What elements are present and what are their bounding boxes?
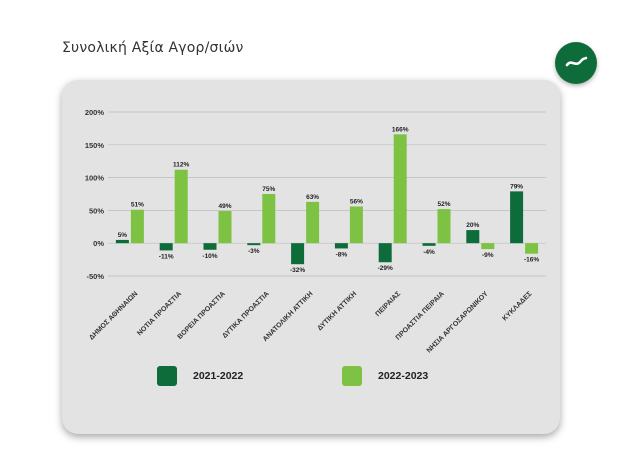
data-label-2021-2022-1: -11% [159, 253, 174, 260]
x-tick-label: ΚΥΚΛΑΔΕΣ [501, 290, 533, 322]
bar-2021-2022-1 [159, 243, 173, 251]
y-tick-label: 50% [89, 206, 104, 215]
data-label-2022-2023-6: 166% [392, 126, 409, 133]
bar-2022-2023-9 [525, 243, 539, 254]
x-tick-label: ΔΥΤΙΚΗ ΑΤΤΙΚΗ [316, 290, 358, 332]
bar-2021-2022-0 [115, 239, 129, 244]
data-label-2022-2023-9: -16% [524, 257, 539, 264]
page-title: Συνολική Αξία Αγορ/σιών [62, 40, 244, 56]
x-tick-label: ΔΥΤΙΚΑ ΠΡΟΑΣΤΙΑ [221, 290, 270, 339]
data-label-2021-2022-0: 5% [118, 232, 128, 239]
x-tick-label: ΑΝΑΤΟΛΙΚΗ ΑΤΤΙΚΗ [262, 290, 315, 343]
bar-2021-2022-3 [247, 243, 261, 246]
bar-2022-2023-1 [174, 169, 188, 244]
data-label-2021-2022-7: -4% [423, 249, 435, 256]
data-label-2021-2022-9: 79% [510, 183, 523, 190]
bar-2021-2022-6 [378, 243, 392, 263]
x-tick-label: ΠΕΙΡΑΙΑΣ [374, 290, 402, 318]
data-label-2021-2022-4: -32% [290, 267, 305, 274]
x-tick-label: ΒΟΡΕΙΑ ΠΡΟΑΣΤΙΑ [176, 290, 226, 340]
data-label-2022-2023-0: 51% [131, 202, 144, 209]
wave-logo-icon [555, 42, 597, 84]
x-tick-label: ΝΟΤΙΑ ΠΡΟΑΣΤΙΑ [136, 290, 183, 337]
bar-2021-2022-2 [203, 243, 217, 250]
x-tick-label: ΠΡΟΑΣΤΙΑ ΠΕΙΡΑΙΑ [395, 290, 446, 341]
bar-2022-2023-7 [437, 209, 451, 244]
bar-2022-2023-8 [481, 243, 495, 250]
bar-2022-2023-2 [218, 211, 232, 244]
bar-2022-2023-4 [306, 201, 320, 244]
data-label-2021-2022-3: -3% [248, 248, 260, 255]
y-tick-label: 200% [85, 108, 105, 117]
x-tick-label: ΔΗΜΟΣ ΑΘΗΝΑΙΩΝ [88, 290, 139, 341]
y-tick-label: 150% [85, 141, 105, 150]
data-label-2022-2023-8: -9% [482, 252, 494, 259]
bar-2021-2022-8 [466, 230, 480, 244]
chart-card: 200% 150% 100% 50% 0% -50% 5% 51% ΔΗΜΟΣ ΑΘΗΝΑΙΩΝ… [62, 80, 560, 434]
bar-chart: 200% 150% 100% 50% 0% -50% 5% 51% ΔΗΜΟΣ ΑΘΗΝΑΙΩΝ… [85, 108, 546, 355]
bar-2022-2023-3 [262, 194, 276, 244]
y-tick-label: 100% [85, 174, 105, 183]
y-tick-label: 0% [93, 239, 104, 248]
data-label-2022-2023-4: 63% [306, 194, 319, 201]
data-label-2022-2023-7: 52% [437, 201, 450, 208]
bar-2021-2022-7 [422, 243, 436, 246]
data-label-2022-2023-5: 56% [350, 198, 363, 205]
data-label-2022-2023-3: 75% [262, 186, 275, 193]
bar-2021-2022-9 [510, 191, 524, 244]
bar-2022-2023-6 [393, 134, 407, 244]
bar-2021-2022-5 [334, 243, 348, 249]
data-label-2022-2023-1: 112% [173, 162, 189, 169]
data-label-2021-2022-5: -8% [336, 251, 348, 258]
bar-2022-2023-5 [349, 206, 363, 244]
data-label-2021-2022-6: -29% [378, 265, 393, 272]
bar-2021-2022-4 [291, 243, 305, 265]
y-tick-label: -50% [86, 272, 104, 281]
data-label-2022-2023-2: 49% [218, 203, 231, 210]
bar-2022-2023-0 [130, 209, 144, 244]
data-label-2021-2022-8: 20% [466, 222, 479, 229]
data-label-2021-2022-2: -10% [202, 253, 217, 260]
